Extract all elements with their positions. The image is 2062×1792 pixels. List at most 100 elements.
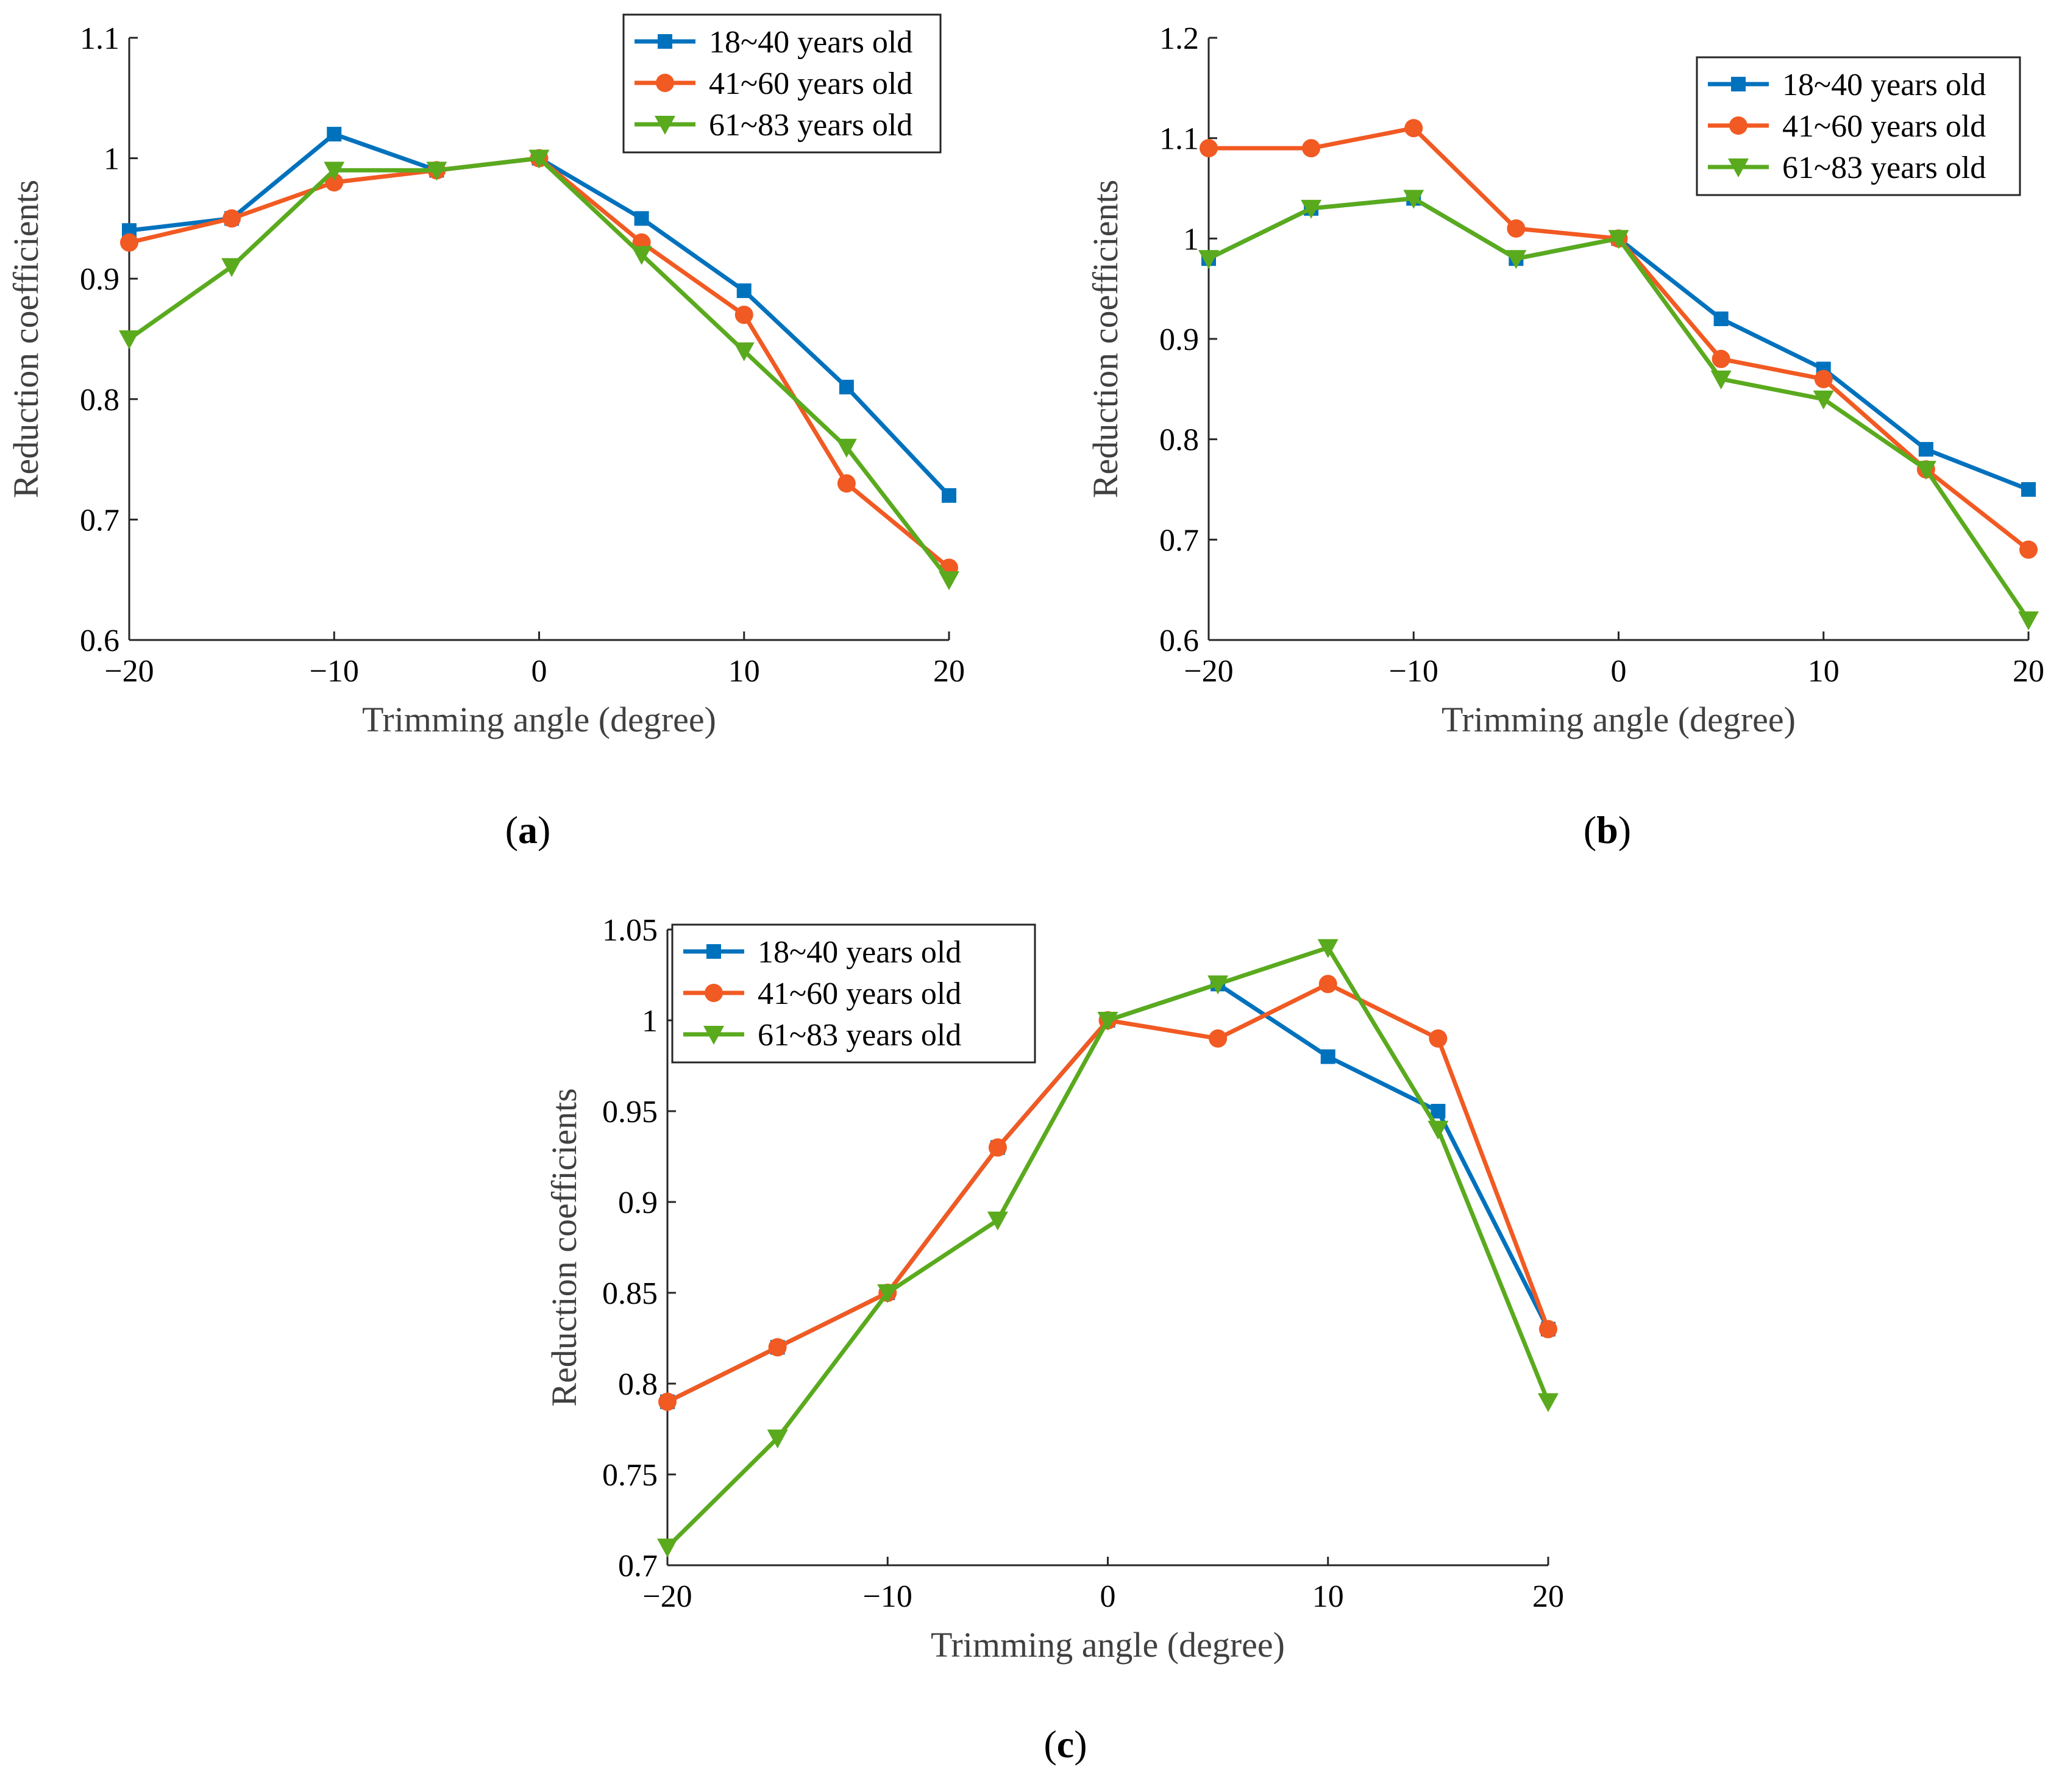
chart-b-legend: 18~40 years old 41~60 years old 61~83 year… [1696,56,2021,196]
chart-b-series-1-point [1918,442,1933,457]
chart-c-series-2-point [1429,1029,1448,1048]
chart-a-series-1 [122,127,956,503]
chart-b-ytick-label: 1.1 [1159,122,1199,157]
chart-b-ytick-label: 0.9 [1159,322,1199,357]
chart-b-series-2-point [1712,349,1730,368]
chart-a-series-3-point [528,149,550,169]
chart-c-ytick-label: 1 [642,1004,658,1039]
chart-b-ylabel: Reduction coefficients [1086,180,1125,498]
chart-b-series-3-point [1915,461,1936,480]
chart-a-series-2-point [222,209,241,228]
chart-a-series-3-point [733,342,755,361]
chart-b-xlabel: Trimming angle (degree) [1442,700,1796,739]
chart-c-ytick-label: 1.05 [602,913,658,948]
chart-a-legend-label: 61~83 years old [709,108,912,143]
chart-c-series-3-point [1427,1120,1449,1140]
chart-b-ytick-label: 1.2 [1159,21,1199,56]
chart-b-series-3-point [1710,370,1732,389]
chart-a-series-3 [119,149,959,591]
chart-c-series-2-point [768,1338,787,1357]
chart-c-series-3-point [1207,975,1229,995]
chart-b-series-3-point [2018,611,2039,631]
chart-b-series-3-point [1198,250,1219,269]
chart-a-xtick-label: 10 [728,654,760,689]
caption-c-open: ( [1043,1723,1057,1766]
chart-b-xtick-label: 10 [1808,654,1840,689]
chart-c-series-3-point [657,1538,678,1558]
caption-b-open: ( [1583,808,1597,852]
chart-a-series-3-point [324,162,345,181]
chart-a-series-1-point [634,211,649,226]
chart-a-ytick-label: 1 [104,142,119,177]
chart-c-ytick-label: 0.85 [602,1276,658,1311]
chart-a-ytick-label: 0.9 [80,262,119,297]
chart-b-series-3 [1198,190,2039,631]
chart-b-ytick-label: 0.8 [1159,423,1199,458]
chart-b-series-3-point [1403,190,1424,209]
caption-b: (b) [1584,808,1631,853]
chart-b-series-2-point [2019,540,2038,559]
chart-a-series-3-point [426,162,447,181]
chart-c-legend-swatch-marker [705,984,723,1002]
chart-c-series-3-point [767,1429,788,1449]
chart-c-ytick-label: 0.75 [602,1458,658,1493]
chart-b-legend-swatch-marker [1729,116,1747,135]
chart-b-series-1-point [2021,482,2036,497]
caption-c: (c) [1043,1722,1087,1767]
chart-a-legend-swatch-marker [658,34,672,49]
chart-a-series-1-line [129,132,951,497]
chart-b-series-3-point [1813,390,1834,410]
chart-a-xtick-label: 20 [933,654,965,689]
caption-a-open: ( [505,808,518,852]
chart-b-series-1-point [1713,311,1729,327]
chart-a-series-3-point [631,246,652,265]
caption-a: (a) [505,808,551,853]
chart-a-series-1-point [942,488,956,503]
caption-c-letter: c [1056,1723,1075,1766]
chart-a-series-3-point [836,438,857,458]
chart-c: 0.7 0.75 0.8 0.85 0.9 0.95 1 1.05 −20 −10 0 10 20 Tri… [544,913,1564,1665]
chart-a-series-1-point [736,283,752,298]
chart-c-xtick-label: 20 [1532,1579,1564,1614]
chart-a-legend-label: 41~60 years old [709,66,912,101]
caption-a-close: ) [538,808,551,852]
chart-b-xtick-label: 0 [1611,654,1627,689]
chart-a-series-3-point [221,258,243,277]
chart-c-series-2-point [988,1138,1007,1157]
chart-b-ytick-label: 1 [1183,222,1199,257]
chart-c-xlabel: Trimming angle (degree) [931,1625,1285,1665]
chart-a-xtick-label: −10 [310,654,359,689]
chart-c-series-1-point [1320,1049,1335,1064]
chart-c-series-2-point [1539,1320,1557,1339]
chart-b-legend-label: 61~83 years old [1782,151,1986,185]
chart-b-ytick-label: 0.6 [1159,624,1199,658]
chart-c-xtick-label: −10 [863,1579,912,1614]
caption-b-letter: b [1596,808,1618,852]
chart-a-series-2-line [129,156,951,570]
chart-b-series-3-line [1207,196,2030,622]
chart-c-series-3-point [1097,1012,1118,1031]
caption-c-close: ) [1074,1723,1087,1766]
chart-c-legend-label: 41~60 years old [758,976,961,1011]
chart-a-ytick-label: 0.7 [80,503,119,538]
chart-b-series-2-point [1404,119,1423,138]
chart-c-xtick-label: 10 [1312,1579,1344,1614]
chart-c-xtick-label: −20 [642,1579,692,1614]
chart-a: 0.6 0.7 0.8 0.9 1 1.1 −20 −10 0 10 20 Trimming angl… [6,13,965,739]
chart-a-series-2 [120,149,958,577]
chart-b-ytick-label: 0.7 [1159,523,1199,558]
chart-a-series-2-point [325,173,344,192]
chart-c-legend-swatch-marker [706,944,721,959]
chart-a-series-1-point [327,127,342,142]
chart-c-ytick-label: 0.9 [618,1186,658,1220]
chart-a-legend: 18~40 years old 41~60 years old 61~83 year… [622,13,942,154]
chart-c-legend-swatch-marker [703,1026,724,1045]
chart-b-series-2-point [1302,139,1321,158]
chart-a-legend-label: 18~40 years old [709,25,912,60]
chart-b-series-3-point [1301,199,1322,219]
chart-a-legend-swatch-marker [656,74,674,92]
chart-c-series-2-point [1209,1029,1228,1048]
chart-c-series-2-point [658,1392,677,1411]
chart-c-series-1-point [1431,1104,1446,1118]
